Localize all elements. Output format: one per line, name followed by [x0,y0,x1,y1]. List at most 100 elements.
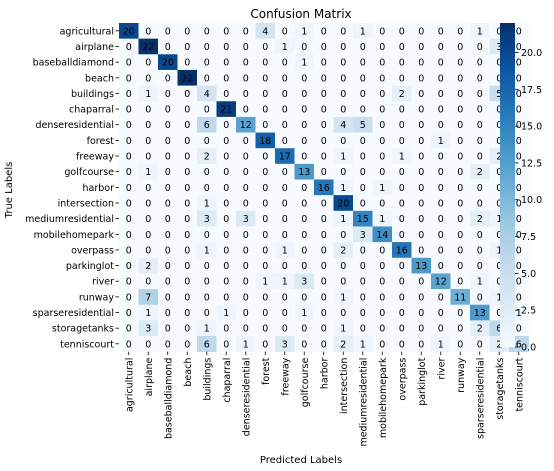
heatmap-cell [119,54,139,71]
heatmap-cell [216,23,237,40]
heatmap-cell [450,101,471,118]
cell-value-label: 1 [496,245,502,256]
heatmap-cell [333,85,354,102]
cell-value-label: 2 [477,324,483,335]
heatmap-cell [158,54,178,71]
cell-value-label: 0 [438,198,444,209]
cell-value-label: 0 [516,230,522,241]
heatmap-cell [353,179,373,196]
heatmap-cell [275,336,295,353]
heatmap-cell [470,336,490,353]
heatmap-cell [216,148,237,165]
cell-value-label: 0 [379,42,385,53]
cell-value-label: 0 [223,261,229,272]
heatmap-cell [236,179,256,196]
cell-value-label: 0 [321,105,327,116]
heatmap-cell [255,242,276,259]
heatmap-cell [431,336,451,353]
heatmap-cell [158,69,178,86]
heatmap-cell [411,242,432,259]
heatmap-cell [216,336,237,353]
heatmap-cell [353,101,373,118]
cell-value-label: 0 [457,42,463,53]
heatmap-cell [431,304,451,321]
cell-value-label: 0 [418,167,424,178]
heatmap-cell [333,320,354,337]
heatmap-cell [431,320,451,337]
heatmap-cell [392,132,412,149]
cell-value-label: 0 [204,26,210,37]
heatmap-cell [372,54,393,71]
heatmap-cell [138,242,159,259]
x-tick-label: freeway [280,357,291,395]
cell-value-label: 0 [243,324,249,335]
y-tick-label: beach [85,73,114,84]
cell-value-label: 0 [165,245,171,256]
cell-value-label: 0 [126,245,132,256]
heatmap-cell [119,304,139,321]
heatmap-cell [197,257,217,274]
heatmap-cell [411,320,432,337]
cell-value-label: 0 [301,245,307,256]
cell-value-label: 0 [340,58,346,69]
cell-value-label: 0 [223,120,229,131]
cell-value-label: 0 [438,214,444,225]
heatmap-cell [177,132,198,149]
cell-value-label: 0 [496,105,502,116]
heatmap-cell [314,54,334,71]
cell-value-label: 0 [457,152,463,163]
heatmap-cell [294,273,315,290]
cell-value-label: 0 [262,42,268,53]
cell-value-label: 0 [204,136,210,147]
cell-value-label: 0 [223,73,229,84]
cell-value-label: 7 [145,292,151,303]
cell-value-label: 0 [477,120,483,131]
cell-value-label: 0 [516,198,522,209]
heatmap-cell [119,148,139,165]
heatmap-cell [216,320,237,337]
cell-value-label: 0 [165,292,171,303]
heatmap-cell [431,85,451,102]
colorbar: 0.0 2.5 5.0 7.5 10.0 12.5 15.0 17.5 20.0 [500,23,542,354]
cell-value-label: 0 [204,308,210,319]
heatmap-cell [294,69,315,86]
heatmap-cell [333,38,354,55]
cell-value-label: 0 [399,136,405,147]
heatmap-cell [372,336,393,353]
cell-value-label: 20 [123,26,135,37]
heatmap-cell [275,85,295,102]
heatmap-cell [119,179,139,196]
cell-value-label: 1 [145,308,151,319]
cell-value-label: 0 [301,152,307,163]
heatmap-cell [216,163,237,180]
heatmap-cell [197,69,217,86]
cell-value-label: 0 [145,339,151,350]
heatmap-cell [255,195,276,212]
heatmap-cell [177,23,198,40]
heatmap-cell [431,54,451,71]
heatmap-cell [411,85,432,102]
cell-value-label: 1 [340,324,346,335]
heatmap-cell [411,163,432,180]
cell-value-label: 0 [262,120,268,131]
cell-value-label: 0 [262,89,268,100]
heatmap-cell [197,148,217,165]
heatmap-grid: 20 0 0 0 0 0 0 4 0 1 0 0 1 0 0 0 0 0 1 0 00 22 0 0 0 0 0 0 1 0 0 0 0 0 0 0 0… [119,23,529,353]
cell-value-label: 1 [477,277,483,288]
heatmap-cell [138,163,159,180]
cell-value-label: 0 [516,214,522,225]
cell-value-label: 0 [126,120,132,131]
heatmap-cell [372,210,393,227]
heatmap-cell [216,179,237,196]
heatmap-cell [216,242,237,259]
cell-value-label: 4 [340,120,346,131]
cell-value-label: 0 [165,261,171,272]
cell-value-label: 0 [438,324,444,335]
cell-value-label: 6 [204,339,210,350]
cell-value-label: 2 [496,339,502,350]
heatmap-cell [236,257,256,274]
heatmap-cell [333,54,354,71]
cell-value-label: 0 [399,58,405,69]
cell-value-label: 0 [126,230,132,241]
cell-value-label: 0 [477,73,483,84]
